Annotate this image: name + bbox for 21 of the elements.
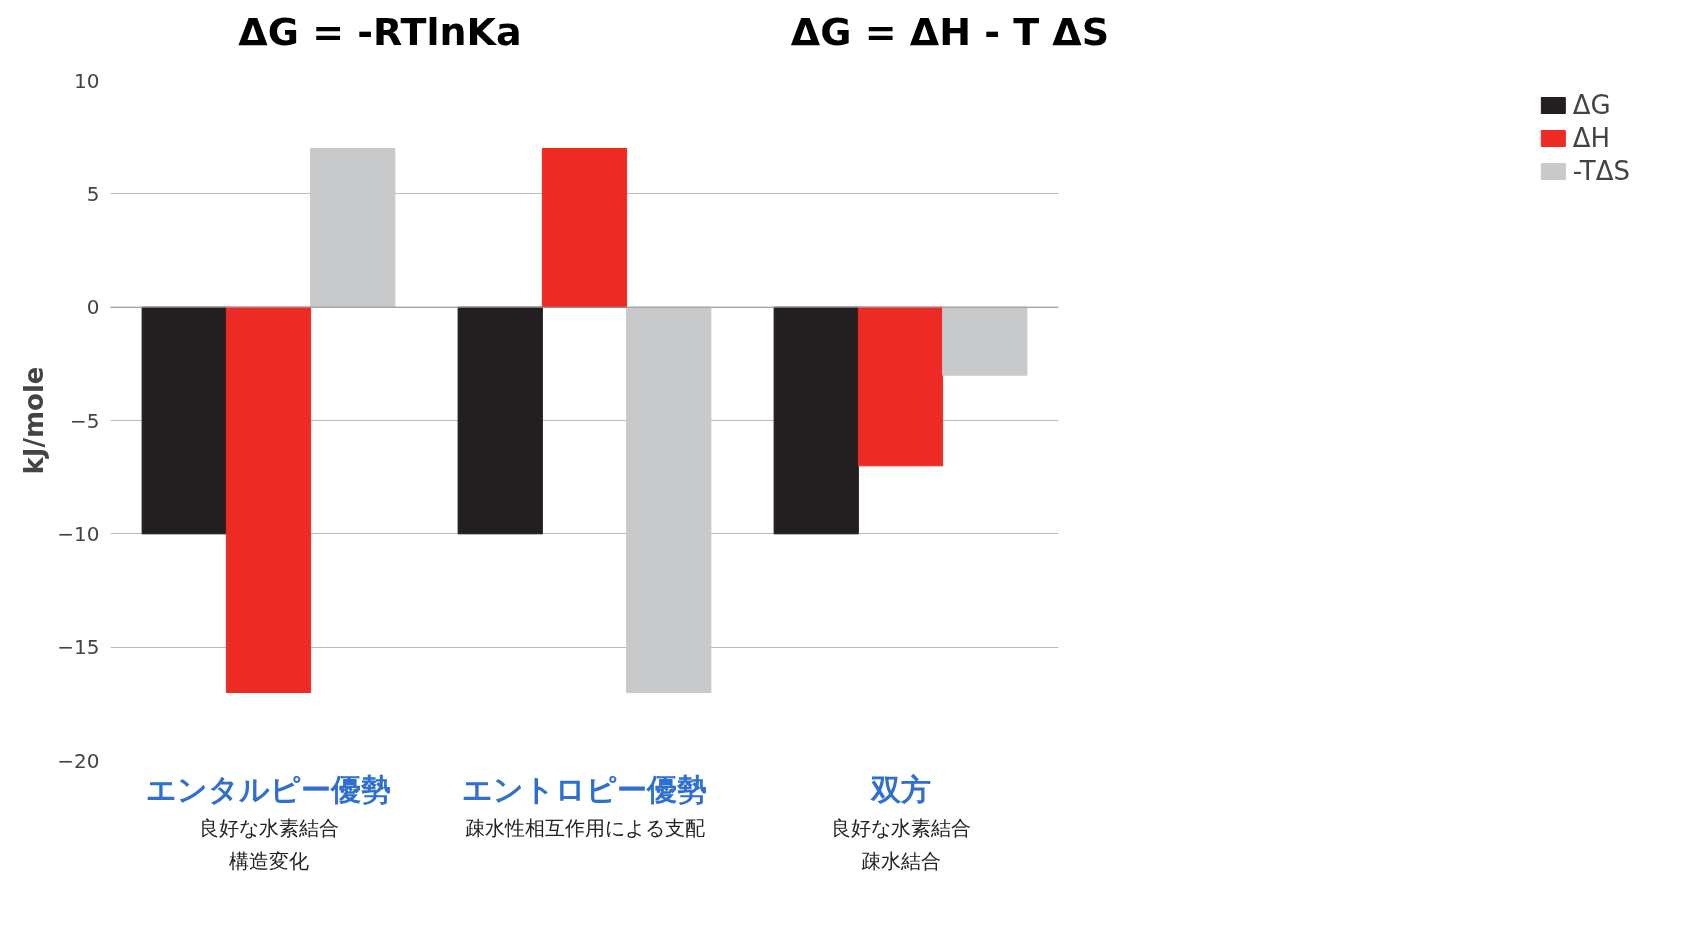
x-tick-label: エンタルピー優勢 — [146, 771, 391, 807]
legend-label: ΔH — [1572, 123, 1611, 153]
y-tick-label: −5 — [70, 408, 100, 433]
y-tick-label: −20 — [57, 748, 100, 773]
y-tick-label: 0 — [86, 295, 100, 320]
text: 疎水結合 — [860, 848, 941, 873]
y-tick-label: 5 — [86, 181, 100, 206]
y-tick-label: −15 — [57, 635, 100, 660]
chart-subtitle: ΔG = ΔH - T ΔS — [790, 9, 1110, 56]
legend-label: ΔG — [1572, 90, 1611, 120]
text: 疎水性相互作用による支配 — [464, 815, 705, 840]
text: 良好な水素結合 — [198, 815, 339, 840]
y-axis-title: kJ/mole — [19, 366, 50, 475]
text: 良好な水素結合 — [830, 815, 971, 840]
legend-label: -TΔS — [1572, 156, 1630, 186]
chart-title: ΔG = -RTlnKa — [238, 9, 522, 56]
y-tick-label: 10 — [74, 68, 100, 93]
x-tick-label: エントロピー優勢 — [462, 771, 707, 807]
x-tick-label: 双方 — [869, 771, 931, 807]
text: 構造変化 — [228, 848, 309, 873]
y-tick-label: −10 — [57, 521, 100, 546]
